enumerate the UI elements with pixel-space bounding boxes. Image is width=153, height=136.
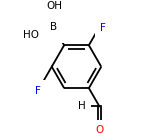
Text: F: F (35, 86, 40, 95)
Text: B: B (50, 22, 57, 32)
Text: F: F (100, 23, 106, 33)
Text: HO: HO (23, 30, 39, 40)
Text: H: H (78, 101, 86, 111)
Text: O: O (95, 125, 103, 135)
Text: OH: OH (46, 1, 62, 10)
